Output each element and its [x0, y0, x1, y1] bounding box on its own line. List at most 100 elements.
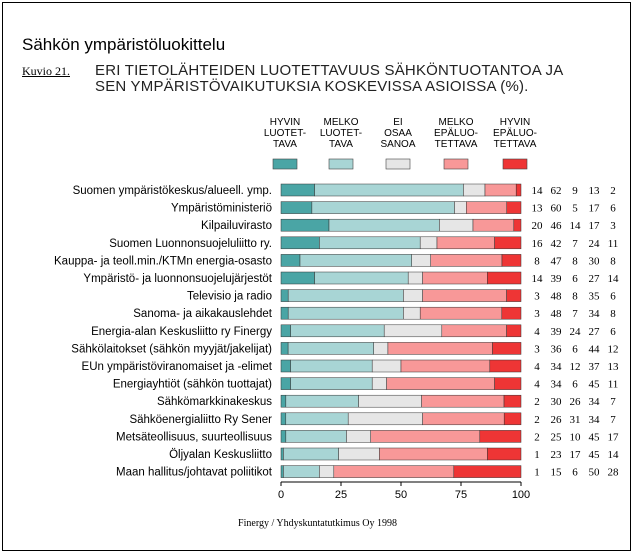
bar-segment — [280, 289, 289, 302]
bar-segment — [501, 306, 522, 320]
bar-segment — [463, 183, 486, 197]
data-value: 50 — [589, 467, 601, 479]
bar-segment — [346, 430, 371, 443]
category-label: Maan hallitus/johtavat poliitikot — [116, 467, 273, 479]
data-value: 24 — [589, 238, 601, 250]
bar-segment — [419, 236, 438, 250]
bar-segment — [338, 447, 380, 461]
chart-title-line-1: ERI TIETOLÄHTEIDEN LUOTETTAVUUS SÄHKÖNTU… — [95, 62, 564, 79]
category-label: Ympäristöministeriö — [171, 203, 272, 215]
bar-segment — [407, 271, 423, 285]
bar-segment — [319, 465, 335, 478]
legend-swatch-1 — [328, 158, 354, 170]
bar-segment — [430, 254, 503, 267]
data-value: 14 — [570, 220, 582, 232]
legend-label-2-1: OSAA — [384, 128, 412, 139]
legend-label-1-0: MELKO — [323, 117, 358, 128]
bar-segment — [287, 289, 404, 302]
bar-segment — [314, 271, 409, 285]
data-value: 4 — [534, 361, 540, 373]
bar-segment — [280, 412, 287, 426]
bar-segment — [487, 447, 522, 461]
bar-segment — [280, 359, 291, 373]
bar-segment — [453, 465, 522, 478]
data-value: 34 — [589, 308, 601, 320]
data-value: 25 — [551, 431, 563, 443]
legend-swatch-3 — [443, 158, 469, 170]
legend-label-2-2: SANOA — [380, 139, 415, 150]
bar-segment — [371, 377, 387, 390]
data-value: 62 — [551, 185, 562, 197]
category-label: Sähkömarkkinakeskus — [157, 396, 272, 408]
x-tick-label: 0 — [278, 489, 284, 501]
data-value: 45 — [589, 449, 601, 461]
data-value: 42 — [551, 238, 562, 250]
bar-segment — [283, 465, 320, 478]
bar-segment — [285, 394, 359, 408]
bar-segment — [492, 342, 522, 355]
bar-segment — [347, 412, 423, 426]
bar-segment — [283, 447, 339, 461]
data-value: 11 — [608, 238, 619, 250]
data-value: 2 — [534, 414, 540, 426]
bar-segment — [371, 359, 402, 373]
data-value: 3 — [534, 291, 540, 303]
category-label: Energia-alan Keskusliitto ry Finergy — [91, 326, 272, 338]
legend-label-0-0: HYVIN — [270, 117, 301, 128]
data-value: 8 — [610, 255, 616, 267]
bar-segment — [400, 359, 491, 373]
bar-segment — [487, 271, 522, 285]
legend-label-4-2: TETTAVA — [494, 139, 537, 150]
bar-segment — [403, 289, 423, 302]
bar-segment — [319, 236, 421, 250]
data-value: 6 — [610, 203, 616, 215]
bar-segment — [280, 324, 291, 338]
bar-segment — [280, 430, 287, 443]
legend-label-0-1: LUOTET- — [264, 128, 306, 139]
data-value: 34 — [551, 379, 563, 391]
bar-segment — [411, 254, 431, 267]
data-value: 17 — [570, 449, 582, 461]
data-value: 8 — [572, 255, 578, 267]
figure-frame — [2, 2, 631, 551]
bar-segment — [439, 218, 474, 232]
bar-segment — [466, 201, 507, 214]
bar-segment — [280, 254, 301, 267]
bar-segment — [280, 306, 289, 320]
bar-segment — [280, 394, 287, 408]
category-label: Sanoma- ja aikakauslehdet — [133, 308, 273, 320]
category-label: Sähkölaitokset (sähkön myyjät/jakelijat) — [71, 343, 272, 355]
bar-segment — [494, 377, 522, 390]
page-heading: Sähkön ympäristöluokittelu — [22, 35, 226, 54]
data-value: 45 — [589, 379, 601, 391]
data-value: 6 — [572, 379, 578, 391]
data-value: 47 — [551, 255, 563, 267]
data-value: 12 — [608, 343, 619, 355]
bar-segment — [436, 236, 495, 250]
legend-swatch-4 — [502, 158, 528, 170]
bar-segment — [422, 289, 507, 302]
legend-label-3-1: EPÄLUO- — [434, 127, 478, 139]
category-label: Energiayhtiöt (sähkön tuottajat) — [113, 379, 272, 391]
data-value: 7 — [610, 414, 616, 426]
data-value: 7 — [572, 308, 578, 320]
data-value: 7 — [610, 396, 616, 408]
data-value: 14 — [608, 273, 620, 285]
data-value: 13 — [589, 185, 601, 197]
data-value: 5 — [572, 203, 578, 215]
category-label: Sähköenergialiitto Ry Sener — [129, 414, 272, 426]
category-label: Suomen Luonnonsuojeluliitto ry. — [109, 238, 272, 250]
bar-segment — [506, 289, 522, 302]
bar-segment — [280, 447, 284, 461]
data-value: 3 — [534, 308, 540, 320]
data-value: 34 — [551, 361, 563, 373]
legend-label-3-0: MELKO — [438, 117, 473, 128]
data-value: 48 — [551, 308, 563, 320]
data-value: 45 — [589, 431, 601, 443]
data-value: 24 — [570, 326, 582, 338]
bar-segment — [403, 306, 421, 320]
data-value: 34 — [589, 414, 601, 426]
data-value: 17 — [589, 203, 601, 215]
bar-segment — [515, 183, 522, 197]
data-value: 3 — [610, 220, 616, 232]
